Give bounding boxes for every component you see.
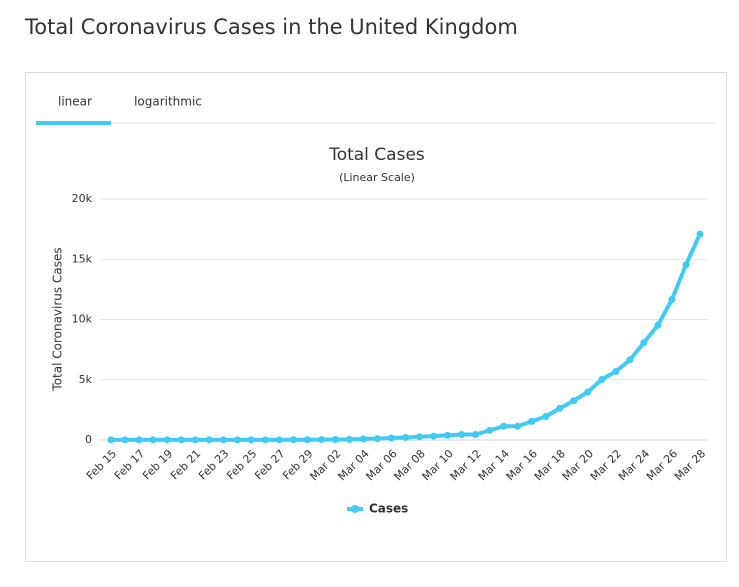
legend-label: Cases: [369, 502, 408, 516]
point: [275, 436, 283, 444]
point: [542, 413, 550, 421]
point: [317, 436, 325, 444]
point: [261, 436, 269, 444]
y-tick-label: 5k: [79, 373, 93, 386]
point: [626, 356, 634, 364]
point: [682, 261, 690, 269]
point: [177, 436, 185, 444]
point: [149, 436, 157, 444]
point: [191, 436, 199, 444]
tab[interactable]: linear: [58, 95, 92, 109]
point: [668, 296, 676, 304]
tab[interactable]: logarithmic: [134, 95, 202, 109]
point: [359, 435, 367, 443]
point: [430, 432, 438, 440]
legend-marker: [351, 505, 359, 513]
y-tick-label: 10k: [72, 313, 93, 326]
y-tick-label: 15k: [72, 252, 93, 265]
page-title: Total Coronavirus Cases in the United Ki…: [24, 15, 518, 39]
point: [345, 435, 353, 443]
point: [135, 436, 143, 444]
point: [416, 433, 424, 441]
point: [612, 368, 620, 376]
point: [331, 436, 339, 444]
point: [247, 436, 255, 444]
point: [107, 436, 115, 444]
tab-underline: [36, 121, 111, 125]
point: [584, 388, 592, 396]
point: [121, 436, 129, 444]
point: [303, 436, 311, 444]
point: [514, 422, 522, 430]
point: [289, 436, 297, 444]
point: [373, 435, 381, 443]
point: [570, 397, 578, 405]
point: [472, 431, 480, 439]
point: [640, 339, 648, 347]
point: [205, 436, 213, 444]
point: [387, 434, 395, 442]
point: [163, 436, 171, 444]
point: [696, 230, 704, 238]
point: [598, 376, 606, 384]
point: [528, 417, 536, 425]
point: [233, 436, 241, 444]
chart-subtitle: (Linear Scale): [339, 171, 415, 184]
chart-title: Total Cases: [328, 145, 425, 165]
panel: [25, 72, 727, 562]
point: [458, 431, 466, 439]
point: [486, 426, 494, 434]
point: [444, 431, 452, 439]
point: [219, 436, 227, 444]
y-tick-label: 0: [85, 433, 92, 446]
point: [556, 404, 564, 412]
point: [500, 422, 508, 430]
y-tick-label: 20k: [72, 192, 93, 205]
y-axis-label: Total Coronavirus Cases: [51, 247, 65, 391]
point: [654, 321, 662, 329]
point: [402, 434, 409, 442]
